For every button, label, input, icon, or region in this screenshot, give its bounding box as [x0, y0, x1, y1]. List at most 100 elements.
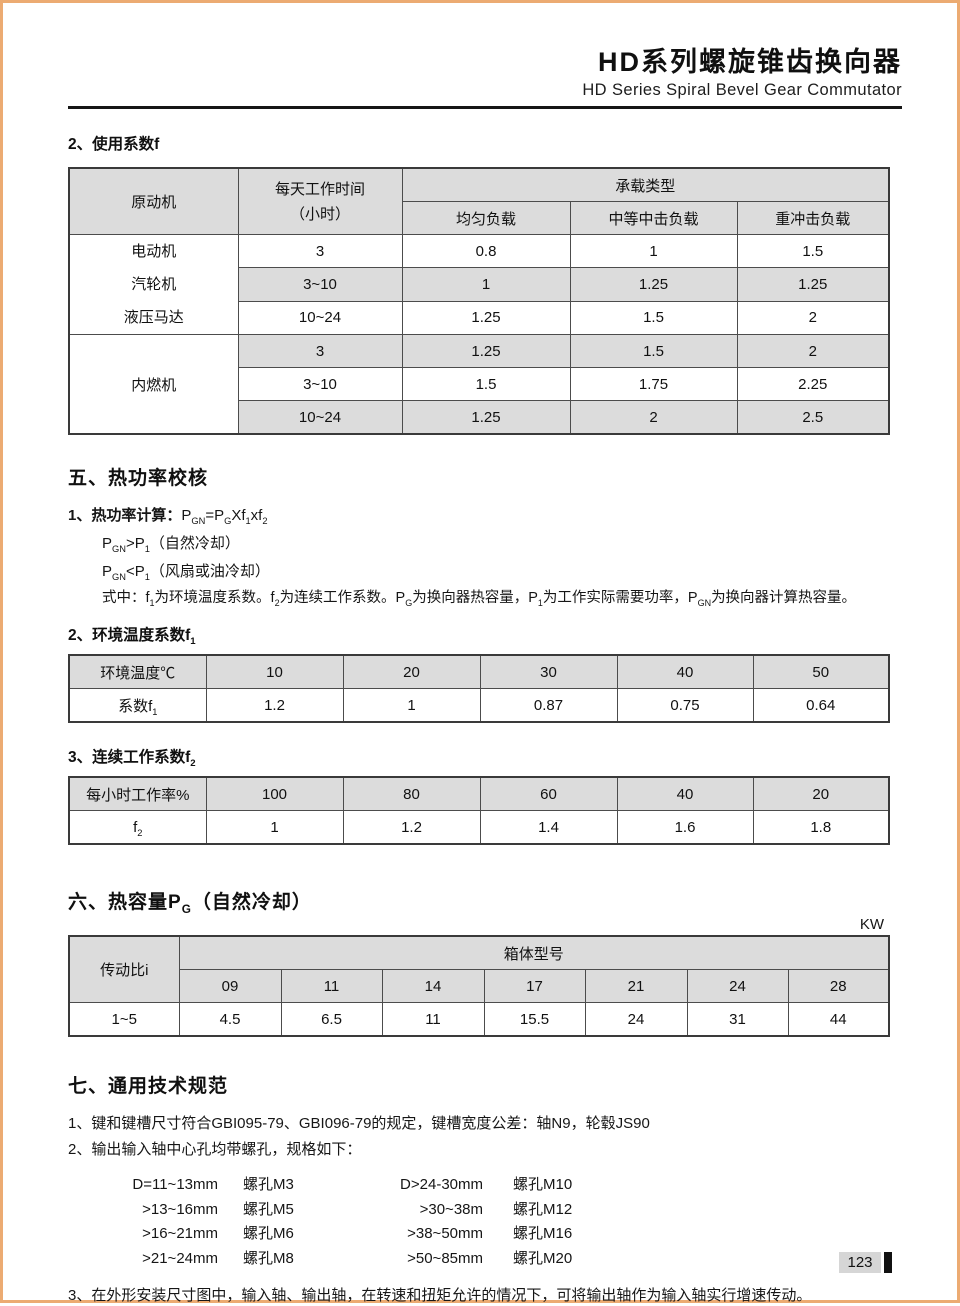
table-row: 内燃机 3 1.25 1.5 2	[68, 334, 890, 435]
model-header: 21	[584, 969, 688, 1003]
ambient-temp-title: 2、环境温度系数f1	[68, 627, 196, 648]
prime-mover-group-cell: 电动机 汽轮机 液压马达	[68, 234, 239, 335]
screw-hole: 螺孔M5	[243, 1200, 294, 1218]
model-header: 11	[280, 969, 383, 1003]
unit-label: KW	[859, 916, 884, 933]
group-name-line: 内燃机	[131, 376, 177, 394]
page-number: 123	[839, 1252, 881, 1273]
diameter-range: D>24-30mm	[400, 1176, 483, 1193]
factor-f2-label: f2	[68, 810, 207, 845]
heat-capacity-table: 传动比i 箱体型号 09 11 14 17 21 24 28 1~5 4.5 6…	[68, 935, 891, 1037]
table-cell: 2	[736, 334, 890, 368]
model-header: 24	[686, 969, 789, 1003]
list-item: D=11~13mm 螺孔M3 D>24-30mm 螺孔M10	[68, 1173, 902, 1198]
list-item: >21~24mm 螺孔M8 >50~85mm 螺孔M20	[68, 1247, 902, 1272]
table-cell: 2	[736, 300, 890, 336]
table-cell: 11	[381, 1002, 485, 1037]
table-cell: 15.5	[483, 1002, 586, 1037]
table-cell: 6.5	[280, 1002, 383, 1037]
diameter-range: >30~38m	[419, 1200, 483, 1218]
table-cell: 1.5	[569, 300, 738, 336]
daily-hours-line1: 每天工作时间	[274, 180, 365, 198]
table-cell: 3~10	[237, 367, 403, 401]
table-cell: 40	[616, 654, 754, 689]
page-footer: 123	[839, 1252, 892, 1273]
table-row: 09 11 14 17 21 24 28	[69, 969, 890, 1003]
group-name-line: 电动机	[131, 243, 177, 260]
table-cell: 0.64	[752, 688, 890, 723]
model-header: 28	[787, 969, 890, 1003]
housing-model-header-cell: 箱体型号	[178, 935, 890, 970]
table-cell: 1.8	[752, 810, 890, 845]
screw-hole: 螺孔M20	[513, 1249, 573, 1267]
duty-cycle-title: 3、连续工作系数f2	[68, 749, 196, 770]
table-cell: 1.25	[401, 300, 571, 336]
table-cell: 10	[205, 654, 344, 689]
daily-hours-line2: （小时）	[289, 205, 350, 223]
thermal-calc-label: 1、热功率计算：	[68, 507, 182, 524]
table-cell: 2.5	[736, 400, 890, 435]
table-cell: 3	[237, 334, 403, 368]
table-cell: 10~24	[237, 400, 403, 435]
page-title-cn: HD系列螺旋锥齿换向器	[598, 47, 902, 77]
table-cell: 20	[342, 654, 481, 689]
table-cell: 1.4	[479, 810, 618, 845]
table-cell: 1.5	[569, 334, 738, 368]
table-cell: 60	[479, 776, 618, 811]
usage-factor-table: 原动机 每天工作时间 （小时） 承载类型 均匀负载 中等中击负载 重冲击负载 电…	[68, 167, 891, 435]
usage-factor-title: 2、使用系数f	[68, 136, 160, 153]
thermal-check-title: 五、热功率校核	[68, 468, 209, 489]
screw-hole: 螺孔M6	[243, 1225, 294, 1242]
table-cell: 40	[616, 776, 754, 811]
table-cell: 1.2	[205, 688, 344, 723]
table-row: 10~24 1.25 1.5 2	[69, 300, 890, 336]
load-col-header: 均匀负载	[401, 201, 571, 235]
ratio-value-cell: 1~5	[68, 1002, 180, 1037]
table-row: 3~10 1.5 1.75 2.25	[69, 367, 890, 401]
table-row: 电动机 汽轮机 液压马达 3 0.8 1 1.5	[68, 233, 890, 335]
table-row: 10~24 1.25 2 2.5	[69, 400, 890, 435]
thermal-note: 式中：f1为环境温度系数。f2为连续工作系数。PG为换向器热容量，P1为工作实际…	[102, 590, 857, 608]
table-cell: 0.8	[401, 233, 571, 269]
table-cell: 24	[584, 1002, 688, 1037]
table-cell: 3~10	[237, 267, 403, 302]
daily-hours-header-cell: 每天工作时间 （小时）	[237, 167, 403, 235]
table-row: f2 1 1.2 1.4 1.6 1.8	[68, 810, 890, 845]
table-cell: 1	[205, 810, 344, 845]
table-cell: 1	[569, 233, 738, 269]
page-content: HD系列螺旋锥齿换向器 HD Series Spiral Bevel Gear …	[68, 3, 902, 1306]
table-row: 系数f1 1.2 1 0.87 0.75 0.64	[68, 688, 890, 723]
diameter-range: >13~16mm	[142, 1200, 218, 1218]
table-cell: 50	[752, 654, 890, 689]
table-row: 传动比i 箱体型号	[68, 935, 890, 1003]
table-cell: 10~24	[237, 300, 403, 336]
table-cell: 1.25	[401, 334, 571, 368]
thermal-condition-natural: PGN>P1（自然冷却）	[102, 535, 240, 554]
table-cell: 2	[569, 400, 738, 435]
table-cell: 3	[237, 233, 403, 269]
list-item: >13~16mm 螺孔M5 >30~38m 螺孔M12	[68, 1198, 902, 1223]
general-spec-title: 七、通用技术规范	[68, 1076, 229, 1097]
diameter-range: >50~85mm	[407, 1249, 483, 1267]
table-cell: 0.75	[616, 688, 754, 723]
thermal-formula: PGN=PGXf1xf2	[181, 507, 268, 526]
table-row: 环境温度℃ 10 20 30 40 50	[68, 654, 890, 689]
load-col-header: 重冲击负载	[736, 201, 890, 235]
table-cell: 1.5	[401, 367, 571, 401]
table-cell: 1.25	[401, 400, 571, 435]
diameter-range: >21~24mm	[142, 1249, 218, 1267]
table-cell: 0.87	[479, 688, 618, 723]
group-name-line: 液压马达	[123, 309, 184, 326]
screw-hole-spec-list: D=11~13mm 螺孔M3 D>24-30mm 螺孔M10 >13~16mm …	[68, 1173, 902, 1271]
list-item: >16~21mm 螺孔M6 >38~50mm 螺孔M16	[68, 1222, 902, 1247]
table-cell: 1.5	[736, 233, 890, 269]
table-cell: 1.2	[342, 810, 481, 845]
table-cell: 100	[205, 776, 344, 811]
table-row: 1~5 4.5 6.5 11 15.5 24 31 44	[68, 1002, 890, 1037]
table-cell: 1.75	[569, 367, 738, 401]
table-cell: 31	[686, 1002, 789, 1037]
general-spec-item3: 3、在外形安装尺寸图中，输入轴、输出轴，在转速和扭矩允许的情况下，可将输出轴作为…	[68, 1287, 812, 1304]
table-cell: 2.25	[736, 367, 890, 401]
load-col-header: 中等中击负载	[569, 201, 738, 235]
diameter-range: >16~21mm	[142, 1225, 218, 1242]
